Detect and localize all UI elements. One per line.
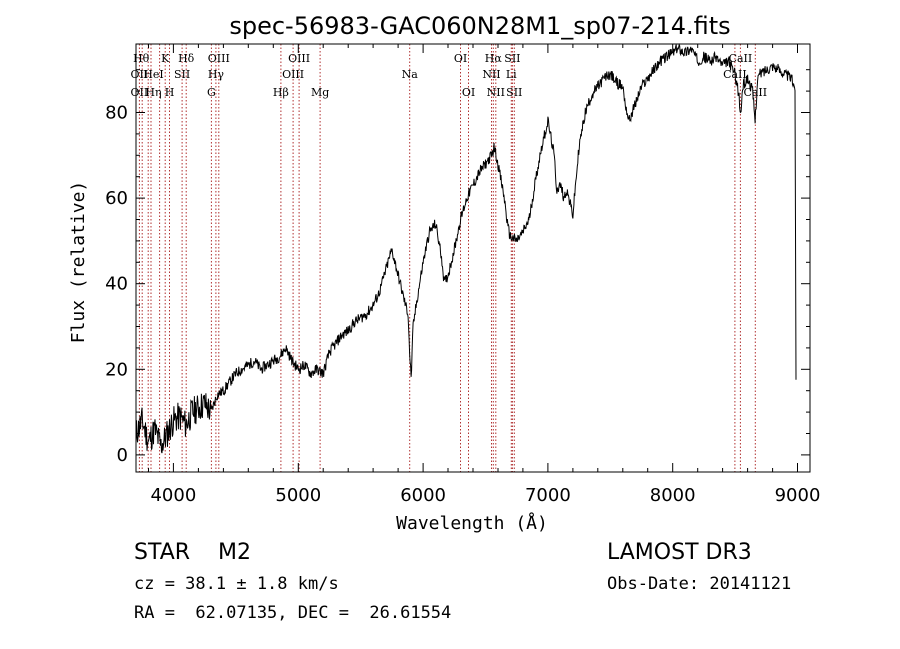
- redshift-readout: cz = 38.1 ± 1.8 km/s: [134, 574, 339, 594]
- spectral-line-markers: [138, 44, 756, 472]
- line-label: OII: [131, 68, 149, 81]
- x-axis: 4000 5000 6000 7000 8000 9000: [148, 44, 821, 506]
- line-label: OIII: [282, 68, 304, 81]
- flux-line: [135, 43, 797, 454]
- line-label: OII: [131, 86, 149, 99]
- plot-series: [135, 43, 797, 454]
- line-label: Hβ: [273, 86, 289, 99]
- line-label: K: [161, 52, 170, 65]
- x-tick-label: 7000: [525, 485, 571, 506]
- line-label: Hδ: [178, 52, 195, 65]
- y-axis: 0 20 40 60 80: [105, 69, 810, 466]
- y-tick-label: 0: [117, 445, 128, 466]
- line-label: G: [207, 86, 216, 99]
- line-label: SII: [504, 52, 520, 65]
- y-tick-label: 20: [105, 359, 128, 380]
- line-label: SII: [506, 86, 522, 99]
- line-label: CaII: [743, 86, 767, 99]
- line-label: Hγ: [208, 68, 225, 81]
- line-label: Li: [506, 68, 517, 81]
- line-label: NII: [487, 86, 505, 99]
- line-label: Hθ: [133, 52, 150, 65]
- y-tick-label: 40: [105, 274, 128, 295]
- line-label: SII: [174, 68, 190, 81]
- x-tick-label: 8000: [650, 485, 696, 506]
- y-tick-label: 80: [105, 103, 128, 124]
- line-label: CaII: [729, 52, 753, 65]
- x-tick-label: 9000: [775, 485, 821, 506]
- survey-name: LAMOST DR3: [607, 540, 752, 565]
- coordinates: RA = 62.07135, DEC = 26.61554: [134, 603, 452, 623]
- line-label: Mg: [311, 86, 329, 99]
- line-label: OI: [462, 86, 475, 99]
- object-class: STAR M2: [134, 540, 251, 565]
- x-tick-label: 5000: [275, 485, 321, 506]
- x-tick-label: 4000: [150, 485, 196, 506]
- plot-frame: [135, 43, 811, 473]
- x-axis-label: Wavelength (Å): [396, 512, 548, 534]
- line-label: NII: [482, 68, 500, 81]
- line-label: Hη: [145, 86, 161, 99]
- line-label: OI: [454, 52, 467, 65]
- line-label: Na: [402, 68, 419, 81]
- x-tick-label: 6000: [400, 485, 446, 506]
- chart-title: spec-56983-GAC060N28M1_sp07-214.fits: [229, 12, 730, 40]
- line-label: HeI: [143, 68, 163, 81]
- line-label: OIII: [208, 52, 230, 65]
- y-tick-label: 60: [105, 188, 128, 209]
- line-label: H: [165, 86, 175, 99]
- line-label: OIII: [288, 52, 310, 65]
- y-axis-label: Flux (relative): [68, 181, 89, 344]
- line-label: Hα: [485, 52, 503, 65]
- obs-date: Obs-Date: 20141121: [607, 574, 792, 594]
